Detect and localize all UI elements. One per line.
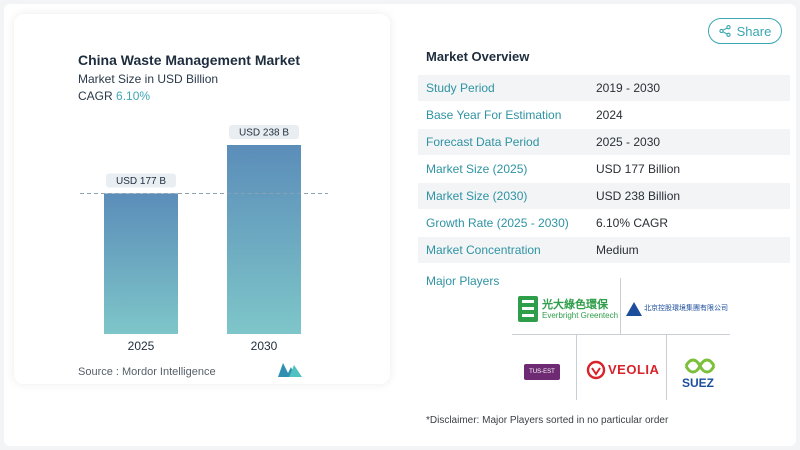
data-label-2030: USD 238 B: [239, 128, 289, 139]
overview-row: Study Period 2019 - 2030: [418, 75, 790, 102]
chart-source: Source : Mordor Intelligence: [78, 366, 216, 378]
everbright-logo: 光大綠色環保 Everbright Greentech: [518, 296, 618, 324]
tus-logo: TUS-EST: [524, 364, 560, 380]
overview-row: Market Concentration Medium: [418, 237, 790, 264]
veolia-icon: [586, 360, 606, 380]
data-label-bg: [229, 125, 299, 139]
overview-row-label: Base Year For Estimation: [426, 108, 562, 122]
overview-row-value: 2025 - 2030: [596, 135, 661, 149]
overview-row-value: 2019 - 2030: [596, 81, 661, 95]
data-label-2025: USD 177 B: [116, 176, 166, 187]
players-title: Major Players: [426, 274, 500, 288]
overview-row: Growth Rate (2025 - 2030) 6.10% CAGR: [418, 210, 790, 237]
overview-row: Forecast Data Period 2025 - 2030: [418, 129, 790, 156]
overview-row-value: USD 177 Billion: [596, 162, 681, 176]
disclaimer: *Disclaimer: Major Players sorted in no …: [426, 415, 669, 426]
beijing-icon: [626, 302, 642, 316]
beijing-enterprises-logo: 北京控股環境集團有限公司: [626, 300, 734, 320]
chart-subtitle: Market Size in USD Billion: [78, 72, 219, 86]
suez-icon: [684, 358, 716, 374]
data-label-bg: [106, 173, 176, 188]
x-tick-2030: 2030: [251, 339, 278, 353]
overview-row-value: 6.10% CAGR: [596, 216, 669, 230]
chart-panel: [14, 14, 390, 384]
share-label: Share: [736, 23, 772, 39]
overview-row-value: Medium: [596, 243, 639, 257]
overview-row-label: Forecast Data Period: [426, 135, 540, 149]
grid-divider: [576, 334, 577, 400]
chart-title: China Waste Management Market: [78, 52, 300, 68]
overview-row-label: Market Size (2030): [426, 189, 528, 203]
everbright-icon: [518, 296, 538, 322]
bar-chart: USD 177 B 2025 USD 238 B 2030: [80, 125, 328, 353]
overview-title: Market Overview: [426, 49, 530, 64]
share-button[interactable]: Share: [708, 18, 782, 44]
x-tick-2025: 2025: [128, 339, 155, 353]
suez-logo: SUEZ: [680, 358, 720, 392]
overview-row-label: Market Size (2025): [426, 162, 528, 176]
suez-label: SUEZ: [682, 376, 715, 390]
overview-row-label: Market Concentration: [426, 243, 541, 257]
grid-divider: [512, 334, 730, 335]
overview-row: Base Year For Estimation 2024: [418, 102, 790, 129]
everbright-en: Everbright Greentech: [542, 311, 619, 320]
overview-row-label: Study Period: [426, 81, 495, 95]
cagr-label: CAGR: [78, 89, 113, 103]
overview-row: Market Size (2030) USD 238 Billion: [418, 183, 790, 210]
overview-row-value: 2024: [596, 108, 623, 122]
bar-2030: [227, 145, 301, 334]
grid-divider: [666, 334, 667, 400]
chart-cagr: CAGR 6.10%: [78, 89, 150, 103]
cagr-value: 6.10%: [116, 89, 151, 103]
overview-row: Market Size (2025) USD 177 Billion: [418, 156, 790, 183]
tus-label: TUS-EST: [529, 369, 555, 375]
mordor-logo-icon: [278, 363, 302, 377]
beijing-cn: 北京控股環境集團有限公司: [644, 305, 728, 312]
veolia-logo: VEOLIA: [586, 358, 660, 382]
veolia-label: VEOLIA: [608, 362, 660, 377]
everbright-cn: 光大綠色環保: [542, 299, 608, 311]
grid-divider: [620, 278, 621, 334]
overview-row-value: USD 238 Billion: [596, 189, 681, 203]
share-icon: [718, 25, 731, 37]
bar-2025: [104, 193, 178, 334]
overview-row-label: Growth Rate (2025 - 2030): [426, 216, 569, 230]
